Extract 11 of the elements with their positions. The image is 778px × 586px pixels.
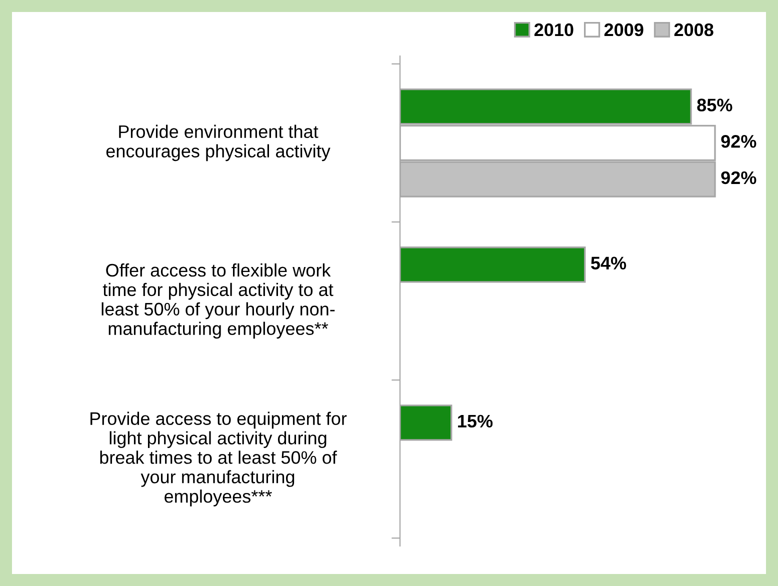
data-label: 92% (721, 171, 756, 184)
data-label: 54% (591, 256, 626, 270)
y-tick-label: Provide environment that encourages physical activity (106, 124, 330, 162)
legend-label: 2008 (674, 23, 714, 36)
y-tick-label: Offer access to flexible work time for physical activity to at least 50% of your hourly non- manufacturing employees** (102, 263, 335, 339)
legend-label: 2010 (534, 23, 574, 36)
data-label: 15% (458, 414, 493, 428)
data-label: 92% (721, 134, 756, 148)
legend-label: 2009 (604, 23, 644, 36)
y-tick-label: Provide access to equipment for light physical activity during break times to at least 50% of your manufacturing employees*** (90, 412, 347, 506)
data-label: 85% (697, 98, 732, 112)
